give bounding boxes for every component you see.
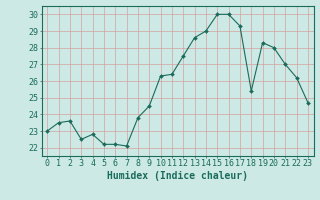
X-axis label: Humidex (Indice chaleur): Humidex (Indice chaleur) [107,171,248,181]
